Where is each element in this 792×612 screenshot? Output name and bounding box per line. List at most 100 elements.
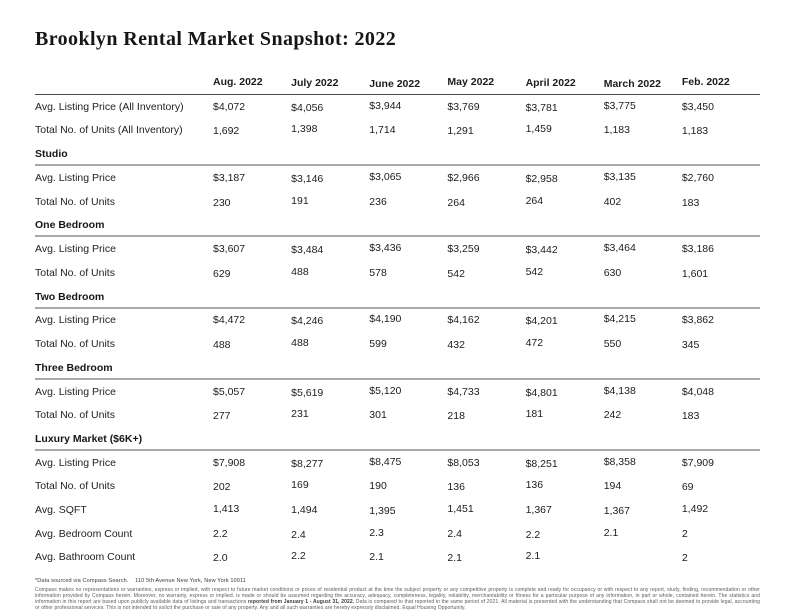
value-cell: 1,413 xyxy=(213,502,240,515)
table-row: Avg. Listing Price $3,187 $3,146 $3,065 $2,9… xyxy=(35,165,760,190)
value-cell: 1,692 xyxy=(213,125,240,138)
column-header: July 2022 xyxy=(291,75,370,95)
value-cell: $3,775 xyxy=(603,99,636,112)
table-row: Total No. of Units 202 169 190 136 136 194 69 xyxy=(35,475,760,499)
value-cell: 1,367 xyxy=(525,503,552,516)
value-cell: 191 xyxy=(291,194,309,207)
value-cell: 236 xyxy=(369,195,387,208)
value-cell: $4,072 xyxy=(213,100,246,113)
table-row: Avg. Bathroom Count 2.0 2.2 2.1 2.1 2.1 2 xyxy=(35,545,760,569)
value-cell: 2.4 xyxy=(447,527,463,540)
value-cell: 2.4 xyxy=(291,528,306,541)
column-header: Feb. 2022 xyxy=(681,75,760,95)
source-note: *Data sourced via Compass Search. 110 5t… xyxy=(35,577,246,584)
value-cell: $4,048 xyxy=(681,385,714,398)
value-cell: $3,450 xyxy=(681,100,714,113)
value-cell: 2.2 xyxy=(291,550,306,563)
value-cell: 264 xyxy=(447,196,465,209)
row-label: Total No. of Units xyxy=(35,480,115,493)
value-cell: $5,057 xyxy=(213,385,246,398)
value-cell: 578 xyxy=(369,266,387,279)
value-cell: 1,367 xyxy=(603,504,630,517)
value-cell: 190 xyxy=(369,480,387,493)
value-cell: $8,251 xyxy=(525,457,558,470)
value-cell: $4,056 xyxy=(291,101,324,114)
table-row: Total No. of Units 277 231 301 218 181 242 183 xyxy=(35,403,760,427)
value-cell: 2.3 xyxy=(369,526,384,539)
section-header-row: Studio xyxy=(35,142,760,167)
value-cell: 599 xyxy=(369,337,387,350)
row-label: Avg. Listing Price xyxy=(35,314,116,327)
value-cell: 345 xyxy=(681,338,700,351)
value-cell: $8,277 xyxy=(291,457,324,470)
row-label: Avg. SQFT xyxy=(35,503,87,516)
value-cell: 181 xyxy=(525,408,544,421)
disclaimer-reporting-period: reported from January 1 - August 31, 202… xyxy=(247,598,355,605)
section-header: Two Bedroom xyxy=(35,284,760,309)
row-label: Total No. of Units xyxy=(35,195,115,208)
value-cell: 1,183 xyxy=(603,124,630,137)
value-cell: $2,966 xyxy=(447,171,480,184)
value-cell: $5,120 xyxy=(369,384,402,397)
value-cell: 550 xyxy=(603,337,622,350)
value-cell: $7,909 xyxy=(681,456,714,469)
value-cell: 432 xyxy=(447,338,465,351)
value-cell: 2.0 xyxy=(213,552,228,565)
value-cell: $5,619 xyxy=(291,386,324,399)
row-label: Avg. Listing Price (All Inventory) xyxy=(35,100,184,113)
value-cell: $3,135 xyxy=(603,170,636,183)
value-cell: $3,607 xyxy=(213,243,246,256)
disclaimer-text-start: Compass makes no representations or warr… xyxy=(35,586,760,605)
value-cell: 2 xyxy=(681,552,688,565)
table-row: Avg. Listing Price (All Inventory) $4,072… xyxy=(35,95,760,119)
row-label: Avg. Listing Price xyxy=(35,243,116,256)
value-cell: $2,760 xyxy=(681,171,714,184)
section-header-row: Two Bedroom xyxy=(35,284,760,309)
value-cell: $2,958 xyxy=(525,172,558,185)
row-label: Avg. Listing Price xyxy=(35,171,116,184)
table-head: Aug. 2022 July 2022 June 2022 May 2022 April… xyxy=(35,75,760,95)
value-cell: $4,162 xyxy=(447,314,480,327)
value-cell: $3,944 xyxy=(369,99,402,112)
table-body: Avg. Listing Price (All Inventory) $4,072… xyxy=(35,95,760,569)
value-cell: $8,358 xyxy=(603,455,636,468)
value-cell: $3,862 xyxy=(681,314,714,327)
value-cell: 1,714 xyxy=(369,124,396,137)
section-header-row: One Bedroom xyxy=(35,213,760,238)
column-header: May 2022 xyxy=(447,75,526,95)
value-cell: 202 xyxy=(213,481,231,494)
value-cell: $3,436 xyxy=(369,242,402,255)
value-cell: 402 xyxy=(603,195,622,208)
value-cell: 1,183 xyxy=(681,125,709,138)
corner-cell xyxy=(35,75,213,95)
value-cell: 301 xyxy=(369,409,387,422)
value-cell: 183 xyxy=(681,410,700,423)
page-title: Brooklyn Rental Market Snapshot: 2022 xyxy=(35,28,397,50)
section-header: Three Bedroom xyxy=(35,355,760,380)
row-label: Total No. of Units xyxy=(35,266,115,279)
value-cell: $4,733 xyxy=(447,385,480,398)
value-cell: $4,201 xyxy=(525,315,558,328)
value-cell: 1,459 xyxy=(525,123,552,136)
table-row: Total No. of Units 488 488 599 432 472 550 345 xyxy=(35,332,760,356)
value-cell: 2 xyxy=(681,527,688,540)
value-cell: 231 xyxy=(291,408,309,421)
value-cell: $4,190 xyxy=(369,313,402,326)
section-header-row: Luxury Market ($6K+) xyxy=(35,426,760,451)
value-cell: $4,246 xyxy=(291,315,324,328)
value-cell: 230 xyxy=(213,196,231,209)
section-header: Luxury Market ($6K+) xyxy=(35,426,760,451)
value-cell: $3,187 xyxy=(213,171,246,184)
value-cell: $7,908 xyxy=(213,456,246,469)
value-cell: 472 xyxy=(525,336,544,349)
value-cell: $3,769 xyxy=(447,100,480,113)
value-cell: 542 xyxy=(525,265,544,278)
value-cell: $4,801 xyxy=(525,386,558,399)
value-cell: 136 xyxy=(525,479,544,492)
value-cell: $3,186 xyxy=(681,243,714,256)
value-cell: 630 xyxy=(603,266,622,279)
value-cell: 1,494 xyxy=(291,503,318,516)
value-cell: 1,492 xyxy=(681,502,709,515)
table-row: Avg. Listing Price $4,472 $4,246 $4,190 $4,1… xyxy=(35,308,760,333)
value-cell: 2.1 xyxy=(369,551,384,564)
